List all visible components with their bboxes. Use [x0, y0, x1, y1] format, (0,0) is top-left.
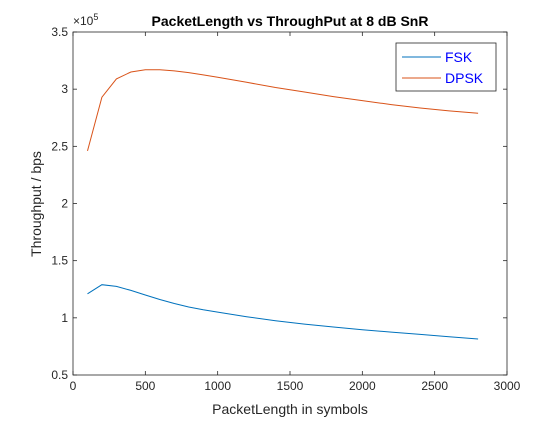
y-tick-label: 2 — [61, 197, 68, 211]
y-axis-ticks: 0.5 1 1.5 2 2.5 3 3.5 — [51, 25, 507, 382]
y-tick-label: 2.5 — [51, 139, 68, 153]
series-line-dpsk — [87, 69, 479, 152]
x-axis-label: PacketLength in symbols — [212, 401, 368, 417]
y-tick-label: 3 — [61, 82, 68, 96]
x-tick-label: 2500 — [421, 379, 448, 393]
svg-text:×105: ×105 — [73, 12, 98, 28]
data-series — [87, 69, 479, 340]
x-axis-ticks: 0 500 1000 1500 2000 2500 3000 — [70, 32, 521, 393]
x-tick-label: 0 — [70, 379, 77, 393]
legend: FSK DPSK — [395, 42, 497, 92]
chart-title: PacketLength vs ThroughPut at 8 dB SnR — [152, 13, 429, 29]
x-tick-label: 3000 — [494, 379, 521, 393]
x-tick-label: 1000 — [204, 379, 231, 393]
y-tick-label: 3.5 — [51, 25, 68, 39]
x-tick-label: 500 — [135, 379, 155, 393]
series-line-fsk — [87, 284, 479, 340]
legend-label-fsk: FSK — [445, 49, 473, 65]
y-exponent-base: ×10 — [73, 14, 94, 28]
x-tick-label: 1500 — [277, 379, 304, 393]
y-tick-label: 1 — [61, 311, 68, 325]
y-tick-label: 0.5 — [51, 368, 68, 382]
legend-label-dpsk: DPSK — [445, 70, 484, 86]
y-axis-label: Throughput / bps — [28, 151, 44, 257]
legend-box — [395, 42, 497, 92]
y-axis-exponent: ×105 — [73, 12, 98, 28]
y-tick-label: 1.5 — [51, 254, 68, 268]
x-tick-label: 2000 — [349, 379, 376, 393]
y-exponent-power: 5 — [93, 12, 98, 22]
